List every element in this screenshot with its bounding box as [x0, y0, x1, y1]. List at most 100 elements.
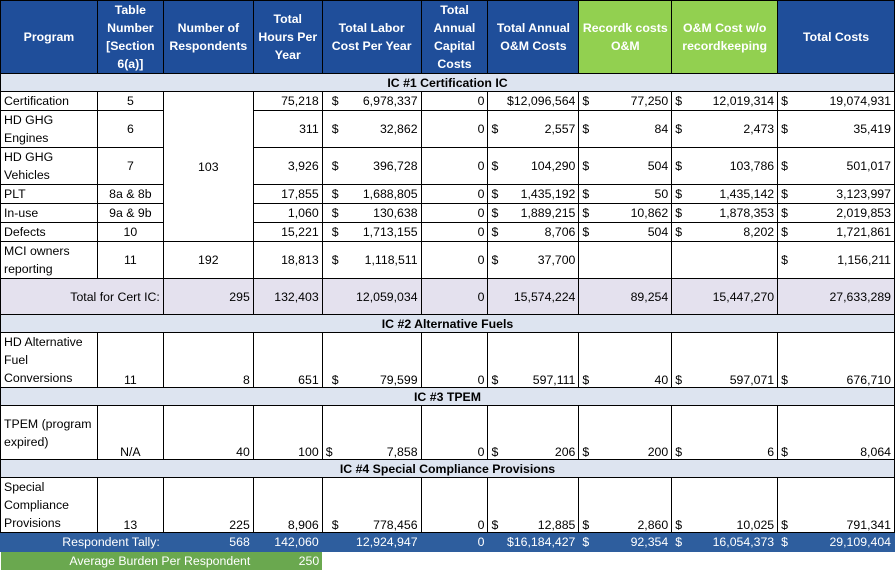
labor-cell: $396,728 — [321, 147, 422, 185]
respondent-tally-row: Respondent Tally: 568 142,060 12,924,947… — [0, 532, 895, 552]
recordk-cell: $504 — [578, 222, 673, 242]
currency-sign: $ — [675, 159, 683, 173]
currency-sign: $ — [781, 535, 788, 549]
currency-sign: $ — [491, 159, 499, 173]
om-cell: $8,706 — [487, 222, 580, 242]
table-number-cell: 8a & 8b — [96, 184, 164, 204]
om-wo-cell: 15,447,270 — [671, 278, 779, 315]
recordk-cell: $10,862 — [578, 203, 673, 223]
currency-sign: $ — [582, 122, 590, 136]
om-wo-cell: $6 — [671, 405, 779, 460]
capital-cell: 0 — [420, 110, 489, 148]
currency-sign: $ — [582, 518, 590, 532]
om-wo-cell: $12,019,314 — [671, 91, 779, 111]
currency-sign: $ — [491, 187, 499, 201]
currency-sign: $ — [491, 225, 499, 239]
currency-sign: $ — [325, 445, 333, 459]
hours-cell: 311 — [252, 110, 323, 148]
recordk-cell: $50 — [578, 184, 673, 204]
program-cell: In-use — [0, 203, 98, 223]
currency-sign: $ — [331, 159, 339, 173]
header-row: Program Table Number [Section 6(a)] Numb… — [0, 0, 895, 74]
total-cell: $791,341 — [777, 477, 895, 533]
header-om-costs: Total Annual O&M Costs — [487, 0, 580, 74]
capital-cell: 0 — [420, 91, 489, 111]
program-cell: PLT — [0, 184, 98, 204]
program-cell: Certification — [0, 91, 98, 111]
currency-sign: $ — [675, 187, 683, 201]
capital-cell: 0 — [420, 222, 489, 242]
currency-sign: $ — [781, 373, 788, 387]
currency-sign: $ — [781, 518, 788, 532]
recordk-cell — [578, 241, 673, 279]
currency-sign: $ — [491, 518, 499, 532]
currency-sign: $ — [675, 225, 683, 239]
hours-cell: 17,855 — [252, 184, 323, 204]
average-burden-label: Average Burden Per Respondent — [0, 551, 254, 570]
om-wo-cell: $597,071 — [671, 332, 779, 388]
program-cell: Defects — [0, 222, 98, 242]
table-number-cell: 11 — [96, 241, 164, 279]
currency-sign: $ — [582, 159, 590, 173]
om-cell: $37,700 — [487, 241, 580, 279]
labor-cell: $7,858 — [321, 405, 422, 460]
table-number-cell: 9a & 9b — [96, 203, 164, 223]
total-cell: $676,710 — [777, 332, 895, 388]
currency-sign: $ — [675, 445, 683, 459]
om-wo-cell: $103,786 — [671, 147, 779, 185]
currency-sign: $ — [331, 373, 339, 387]
respondents-cell: 295 — [162, 278, 254, 315]
table-row: In-use 9a & 9b 1,060 $130,638 0 $1,889,2… — [0, 203, 895, 223]
respondents-cell: 225 — [162, 477, 254, 533]
labor-cell: $6,978,337 — [321, 91, 422, 111]
header-respondents: Number of Respondents — [162, 0, 254, 74]
labor-cell: $32,862 — [321, 110, 422, 148]
labor-cell: $778,456 — [321, 477, 422, 533]
currency-sign: $ — [331, 253, 339, 267]
om-wo-cell: $1,878,353 — [671, 203, 779, 223]
om-wo-cell: $2,473 — [671, 110, 779, 148]
currency-sign: $ — [582, 445, 590, 459]
capital-cell: 0 — [420, 405, 489, 460]
currency-sign: $ — [331, 94, 339, 108]
currency-sign: $ — [582, 206, 590, 220]
section-ic2-title: IC #2 Alternative Fuels — [0, 314, 895, 333]
respondents-cell: 568 — [162, 532, 254, 552]
capital-cell: 0 — [420, 147, 489, 185]
header-total-costs: Total Costs — [777, 0, 895, 74]
average-burden-value: 250 — [253, 551, 323, 570]
capital-cell: 0 — [420, 532, 489, 552]
om-cell: $2,557 — [487, 110, 580, 148]
om-cell: $1,889,215 — [487, 203, 580, 223]
currency-sign: $ — [582, 187, 590, 201]
capital-cell: 0 — [420, 278, 489, 315]
currency-sign: $ — [781, 253, 788, 267]
section-ic4-title: IC #4 Special Compliance Provisions — [0, 459, 895, 478]
table-row: HD GHG Engines 6 311 $32,862 0 $2,557 $8… — [0, 110, 895, 148]
om-cell: $104,290 — [487, 147, 580, 185]
header-labor-cost: Total Labor Cost Per Year — [321, 0, 422, 74]
total-cell: $501,017 — [777, 147, 895, 185]
table-row: HD GHG Vehicles 7 3,926 $396,728 0 $104,… — [0, 147, 895, 185]
om-cell: $1,435,192 — [487, 184, 580, 204]
cert-total-label: Total for Cert IC: — [0, 278, 164, 315]
om-cell: $12,096,564 — [487, 91, 580, 111]
table-row: Certification 5 103 75,218 $6,978,337 0 … — [0, 91, 895, 242]
table-number-cell: 10 — [96, 222, 164, 242]
table-row: TPEM (program expired) N/A 40 100 $7,858… — [0, 405, 895, 460]
currency-sign: $ — [781, 225, 788, 239]
average-burden-row: Average Burden Per Respondent 250 — [0, 551, 895, 570]
section-ic3-title: IC #3 TPEM — [0, 387, 895, 406]
currency-sign: $ — [675, 122, 683, 136]
capital-cell: 0 — [420, 332, 489, 388]
capital-cell: 0 — [420, 477, 489, 533]
labor-cell: 12,924,947 — [321, 532, 422, 552]
recordk-cell: 89,254 — [578, 278, 673, 315]
currency-sign: $ — [491, 122, 499, 136]
currency-sign: $ — [675, 373, 683, 387]
recordk-cell: $77,250 — [578, 91, 673, 111]
recordk-cell: $2,860 — [578, 477, 673, 533]
currency-sign: $ — [582, 225, 590, 239]
